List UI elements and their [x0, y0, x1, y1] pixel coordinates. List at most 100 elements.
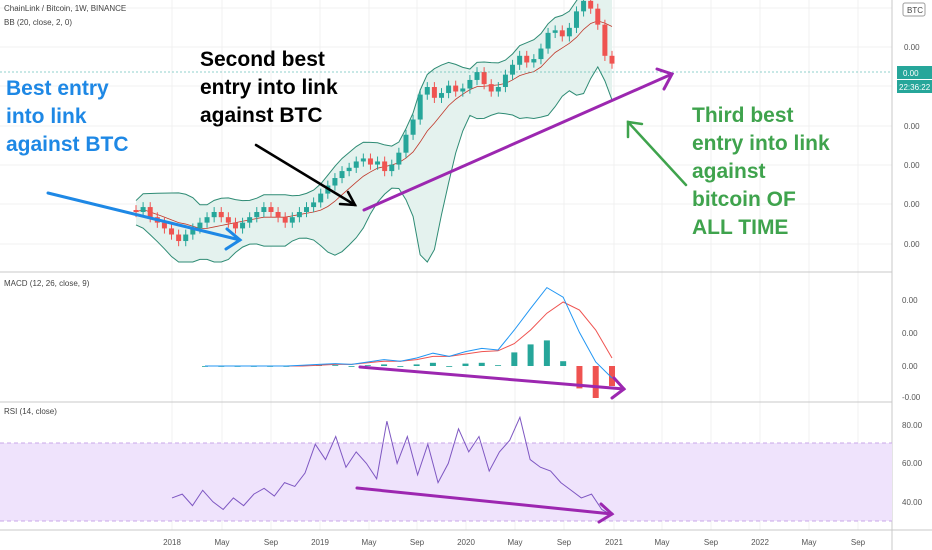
bb-fill: [136, 0, 612, 262]
candle: [510, 64, 516, 75]
bb-label: BB (20, close, 2, 0): [4, 18, 72, 27]
y-tick-label: 0.00: [904, 122, 920, 131]
macd-bar: [413, 364, 420, 366]
x-tick-label: 2021: [605, 538, 623, 547]
candle: [247, 217, 253, 223]
x-tick-label: May: [654, 538, 669, 547]
candle: [431, 87, 437, 98]
x-tick-label: 2022: [751, 538, 769, 547]
candle: [595, 8, 601, 25]
candle: [474, 72, 480, 80]
macd-line: [205, 286, 613, 379]
candle: [609, 55, 615, 64]
x-tick-label: Sep: [704, 538, 719, 547]
candle: [190, 228, 196, 235]
candle: [318, 193, 324, 203]
candle: [332, 178, 338, 186]
candle: [602, 24, 608, 56]
candle: [495, 87, 501, 92]
green-arrow: [626, 120, 688, 187]
purple-trend-arrow: [362, 67, 675, 212]
candle: [453, 85, 459, 92]
candle: [360, 158, 366, 162]
candle: [588, 0, 594, 9]
macd-bar: [543, 340, 550, 366]
candle: [438, 93, 444, 98]
time-axis[interactable]: 2018 May Sep 2019 May Sep 2020 May Sep 2021 May Sep…: [163, 538, 866, 547]
macd-divergence-arrow: [358, 365, 627, 400]
candle: [524, 55, 530, 63]
macd-tick-label: 0.00: [902, 296, 918, 305]
candle: [353, 161, 359, 168]
candle: [403, 134, 409, 153]
candle: [183, 234, 189, 242]
macd-bar: [446, 366, 453, 367]
candle: [161, 222, 167, 229]
svg-text:into link: into link: [6, 105, 87, 128]
macd-bar: [511, 352, 518, 366]
countdown-tag: [897, 80, 932, 93]
candle: [147, 207, 153, 218]
x-tick-label: 2018: [163, 538, 181, 547]
x-tick-label: 2019: [311, 538, 329, 547]
candle: [140, 207, 146, 213]
macd-bar: [495, 365, 502, 366]
candle: [581, 0, 587, 12]
candle: [268, 207, 274, 213]
rsi-label: RSI (14, close): [4, 407, 57, 416]
x-tick-label: 2020: [457, 538, 475, 547]
candle: [197, 222, 203, 229]
blue-arrow: [46, 191, 243, 251]
macd-histogram: [202, 340, 615, 398]
candle: [410, 119, 416, 135]
bb-upper: [135, 0, 578, 206]
candle: [232, 222, 238, 229]
svg-text:Best entry: Best entry: [6, 77, 109, 100]
candle: [346, 167, 352, 172]
annotation-second-entry: Second best entry into link against BTC: [200, 48, 338, 127]
candle: [169, 228, 175, 235]
candle: [488, 84, 494, 92]
macd-bar: [609, 366, 615, 386]
rsi-divergence-arrow: [355, 486, 615, 524]
x-tick-label: Sep: [264, 538, 279, 547]
candle: [367, 158, 373, 165]
rsi-band: [0, 443, 892, 521]
candle: [573, 11, 579, 28]
svg-text:Third best: Third best: [692, 104, 794, 127]
candle: [460, 88, 466, 92]
candle: [502, 74, 508, 88]
candle: [240, 222, 246, 229]
y-tick-label: 0.00: [904, 200, 920, 209]
macd-bar: [592, 366, 599, 398]
candle: [204, 217, 210, 223]
rsi-tick-label: 60.00: [902, 459, 923, 468]
candle: [545, 32, 551, 49]
candle: [552, 30, 558, 33]
candle: [211, 212, 217, 218]
candle: [417, 94, 423, 120]
price-tag: [897, 66, 932, 79]
svg-text:against: against: [692, 160, 766, 183]
candle: [531, 59, 537, 63]
candle: [517, 55, 523, 65]
macd-bar: [397, 366, 404, 367]
y-tick-label: 0.00: [904, 240, 920, 249]
symbol-label: ChainLink / Bitcoin, 1W, BINANCE: [4, 4, 126, 13]
macd-bar: [576, 366, 583, 389]
macd-bar: [381, 364, 388, 366]
svg-text:entry into link: entry into link: [692, 132, 830, 155]
macd-tick-label: 0.00: [902, 329, 918, 338]
macd-bar: [348, 366, 355, 367]
currency-badge[interactable]: [902, 2, 926, 17]
candle: [446, 85, 452, 94]
x-tick-label: May: [361, 538, 376, 547]
rsi-line: [171, 415, 613, 516]
candle: [282, 217, 288, 223]
x-tick-label: Sep: [410, 538, 425, 547]
rsi-tick-label: 80.00: [902, 421, 923, 430]
black-arrow: [254, 143, 358, 207]
macd-tick-label: 0.00: [902, 362, 918, 371]
candle: [254, 212, 260, 218]
